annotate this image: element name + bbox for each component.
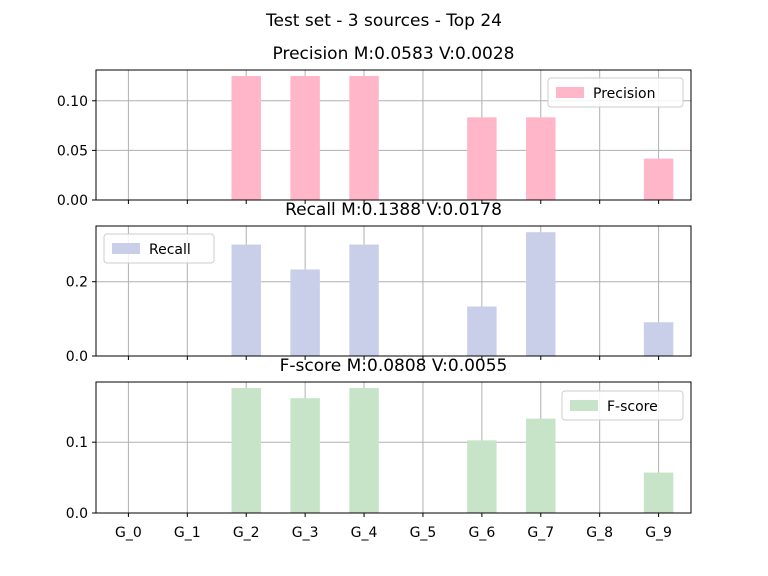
legend-box <box>547 77 684 108</box>
bar-G_2 <box>231 244 261 356</box>
x-tick-label: G_4 <box>351 525 378 541</box>
bar-G_9 <box>643 322 674 356</box>
y-tick-label: 0.0 <box>66 506 88 522</box>
legend: Precision <box>547 77 684 108</box>
axes-frame <box>95 69 692 201</box>
bar-G_2 <box>231 75 261 200</box>
y-tick-label: 0.0 <box>66 349 88 365</box>
axes-frame <box>95 225 692 357</box>
x-tick-label: G_2 <box>233 525 260 541</box>
panel-title: Recall M:0.1388 V:0.0178 <box>285 200 502 220</box>
y-tick-label: 0.05 <box>57 143 88 159</box>
axes-frame <box>95 381 692 514</box>
bar-G_4 <box>349 244 379 356</box>
figure-title: Test set - 3 sources - Top 24 <box>265 11 502 31</box>
x-tick-label: G_1 <box>174 525 201 541</box>
panel-3: 0.0 0.1 G_0 G_1 G_2 G_3 G_4 G_5 G_6 G_7 G_8 G_9 F-sc… <box>66 356 692 541</box>
bar-G_3 <box>290 398 320 513</box>
x-tick-label: G_5 <box>410 525 437 541</box>
bar-G_4 <box>349 388 379 513</box>
bar-G_6 <box>467 117 497 200</box>
x-tick-label: G_3 <box>292 525 319 541</box>
bar-G_7 <box>526 117 556 200</box>
legend-box <box>103 233 215 264</box>
panel-1: 0.00 0.05 0.10 Precision M:0.0583 V:0.0028 P… <box>57 44 692 209</box>
bar-G_3 <box>290 269 320 356</box>
legend-swatch <box>570 400 598 411</box>
legend-swatch <box>112 243 140 254</box>
bar-G_3 <box>290 75 320 200</box>
panels: 0.00 0.05 0.10 Precision M:0.0583 V:0.0028 P… <box>57 44 692 541</box>
x-tick-label: G_0 <box>115 525 142 541</box>
legend: Recall <box>103 233 215 264</box>
bar-G_6 <box>467 306 497 356</box>
bar-G_2 <box>231 388 261 513</box>
y-tick-label: 0.10 <box>57 94 88 110</box>
bar-G_9 <box>643 158 674 200</box>
y-tick-label: 0.00 <box>57 193 88 209</box>
legend-label: Recall <box>149 242 191 258</box>
panel-2: 0.0 0.2 Recall M:0.1388 V:0.0178 Recall <box>66 200 692 365</box>
legend-label: Precision <box>593 86 655 102</box>
legend-label: F-score <box>607 399 658 415</box>
legend: F-score <box>561 390 684 421</box>
panel-title: Precision M:0.0583 V:0.0028 <box>273 44 515 64</box>
y-tick-label: 0.1 <box>66 435 88 451</box>
x-tick-label: G_7 <box>527 525 554 541</box>
legend-box <box>561 390 684 421</box>
bar-G_7 <box>526 418 556 513</box>
x-tick-label: G_9 <box>645 525 672 541</box>
bar-G_4 <box>349 75 379 200</box>
x-tick-label: G_6 <box>468 525 495 541</box>
legend-swatch <box>556 87 584 98</box>
bar-G_6 <box>467 440 497 513</box>
panel-title: F-score M:0.0808 V:0.0055 <box>280 356 508 376</box>
y-tick-label: 0.2 <box>66 275 88 291</box>
bar-G_9 <box>643 472 674 513</box>
bar-G_7 <box>526 232 556 356</box>
x-tick-label: G_8 <box>586 525 613 541</box>
